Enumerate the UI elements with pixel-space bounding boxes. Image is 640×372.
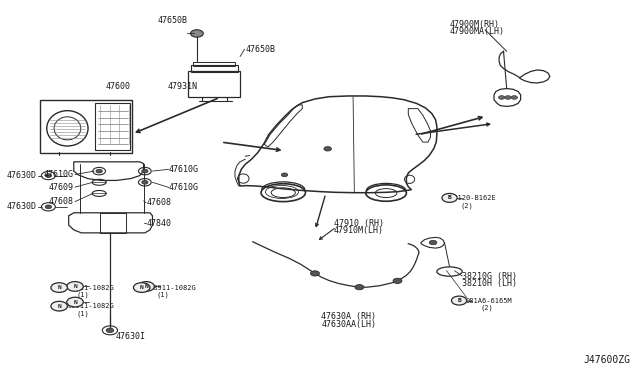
Circle shape [141,169,148,173]
Circle shape [45,174,52,177]
Text: 47910 (RH): 47910 (RH) [334,219,384,228]
Text: N: N [73,284,77,289]
Circle shape [282,173,288,177]
Text: 47840: 47840 [146,219,171,228]
Circle shape [310,271,319,276]
Text: 47608: 47608 [49,197,74,206]
Circle shape [138,282,154,291]
Text: J47600ZG: J47600ZG [584,355,630,365]
Bar [188,71,240,97]
Bar [95,103,131,150]
Circle shape [505,96,511,99]
Text: 47931N: 47931N [167,82,197,91]
Bar [193,62,235,66]
Text: 47600: 47600 [106,82,131,91]
Circle shape [133,283,150,292]
Circle shape [393,278,402,283]
Circle shape [51,301,67,311]
Text: 47650B: 47650B [158,16,188,25]
Text: (2): (2) [461,202,474,209]
Text: 081A6-6165M: 081A6-6165M [465,298,512,304]
Text: (1): (1) [76,310,89,317]
Text: 47630D: 47630D [7,202,37,211]
Text: 47608: 47608 [146,198,171,207]
Circle shape [324,147,332,151]
Text: N: N [144,284,148,289]
Text: 47630AA(LH): 47630AA(LH) [321,320,376,329]
Text: 47650B: 47650B [245,45,275,54]
Bar [40,100,132,153]
Text: N: N [73,299,77,305]
Circle shape [67,297,83,307]
Circle shape [106,328,114,333]
Circle shape [45,205,52,209]
Circle shape [191,30,204,37]
Text: 38210H (LH): 38210H (LH) [462,279,517,288]
Circle shape [51,283,67,292]
Text: (1): (1) [156,292,169,298]
Text: 47610G: 47610G [44,170,74,179]
Circle shape [355,285,364,290]
Circle shape [511,96,518,99]
Circle shape [442,193,457,202]
Text: 47630I: 47630I [116,332,146,341]
Circle shape [499,96,505,99]
Text: 08911-1082G: 08911-1082G [67,285,114,291]
Circle shape [96,169,102,173]
Text: 47910M(LH): 47910M(LH) [334,226,384,235]
Text: (1): (1) [76,292,89,298]
Text: 47630D: 47630D [7,171,37,180]
Text: N: N [58,304,61,309]
Text: 08120-B162E: 08120-B162E [449,195,496,201]
Text: 47610G: 47610G [169,183,199,192]
Text: 47610G: 47610G [169,165,199,174]
Text: B: B [448,195,451,201]
Text: 47900MA(LH): 47900MA(LH) [449,27,504,36]
Text: B: B [457,298,461,303]
Text: 47630A (RH): 47630A (RH) [321,312,376,321]
Text: 47900M(RH): 47900M(RH) [449,20,500,29]
Text: 08911-1082G: 08911-1082G [150,285,196,291]
Text: N: N [140,285,143,290]
Bar [191,65,237,72]
Text: 38210G (RH): 38210G (RH) [462,272,517,280]
Text: 47609: 47609 [49,183,74,192]
Circle shape [141,180,148,184]
Circle shape [451,296,467,305]
Text: (2): (2) [480,305,493,311]
Bar [100,213,126,233]
Circle shape [429,240,437,245]
Text: 08911-1082G: 08911-1082G [67,303,114,309]
Text: N: N [58,285,61,290]
Circle shape [67,282,83,291]
